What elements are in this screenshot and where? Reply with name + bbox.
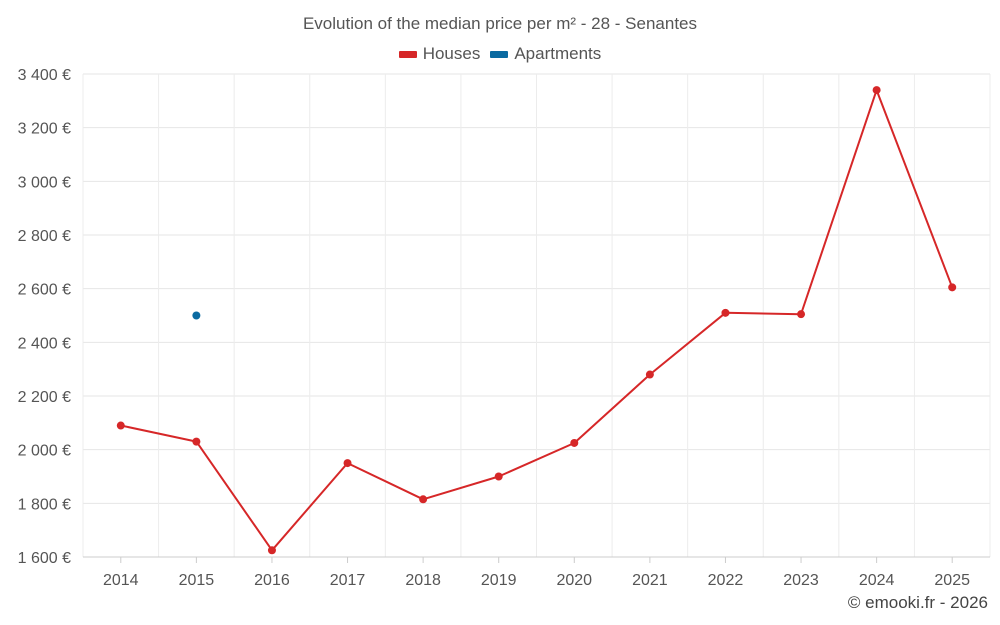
data-point-houses [570,438,579,447]
series-line-houses [120,89,954,552]
x-tick-label: 2025 [934,572,970,589]
data-point-houses [872,86,881,95]
legend-label-apartments: Apartments [514,44,602,63]
data-point-apartments [192,311,201,320]
data-point-houses [494,472,503,481]
data-point-houses [192,437,201,446]
y-tick-label: 1 600 € [18,550,71,567]
legend-item-apartments[interactable]: Apartments [490,44,601,64]
x-tick-label: 2017 [330,572,366,589]
data-point-houses [116,421,125,430]
data-point-houses [721,308,730,317]
data-point-houses [645,370,654,379]
data-point-houses [419,495,428,504]
x-tick-label: 2023 [783,572,819,589]
x-tick-label: 2019 [481,572,517,589]
x-tick-label: 2014 [103,572,139,589]
x-tick-label: 2022 [708,572,744,589]
data-point-houses [948,283,957,292]
data-point-houses [343,459,352,468]
y-tick-label: 1 800 € [18,496,71,513]
credit-text: © emooki.fr - 2026 [847,593,988,612]
y-tick-label: 2 800 € [18,228,71,245]
x-tick-label: 2016 [254,572,290,589]
y-tick-label: 2 200 € [18,389,71,406]
y-tick-label: 3 000 € [18,174,71,191]
data-point-houses [797,310,806,319]
y-tick-label: 2 400 € [18,335,71,352]
x-tick-label: 2021 [632,572,668,589]
legend-swatch-houses [398,50,417,58]
legend-item-houses[interactable]: Houses [398,44,481,64]
x-tick-label: 2024 [859,572,895,589]
y-tick-label: 3 200 € [18,121,71,138]
y-tick-label: 2 600 € [18,282,71,299]
x-tick-label: 2020 [556,572,592,589]
x-tick-label: 2018 [405,572,441,589]
legend-swatch-apartments [490,50,509,58]
x-tick-label: 2015 [179,572,215,589]
legend-label-houses: Houses [422,44,481,63]
y-tick-label: 2 000 € [18,443,71,460]
data-point-houses [267,546,276,555]
legend: Houses Apartments [0,44,1000,64]
y-tick-label: 3 400 € [18,67,71,84]
chart-title: Evolution of the median price per m² - 2… [302,14,698,33]
